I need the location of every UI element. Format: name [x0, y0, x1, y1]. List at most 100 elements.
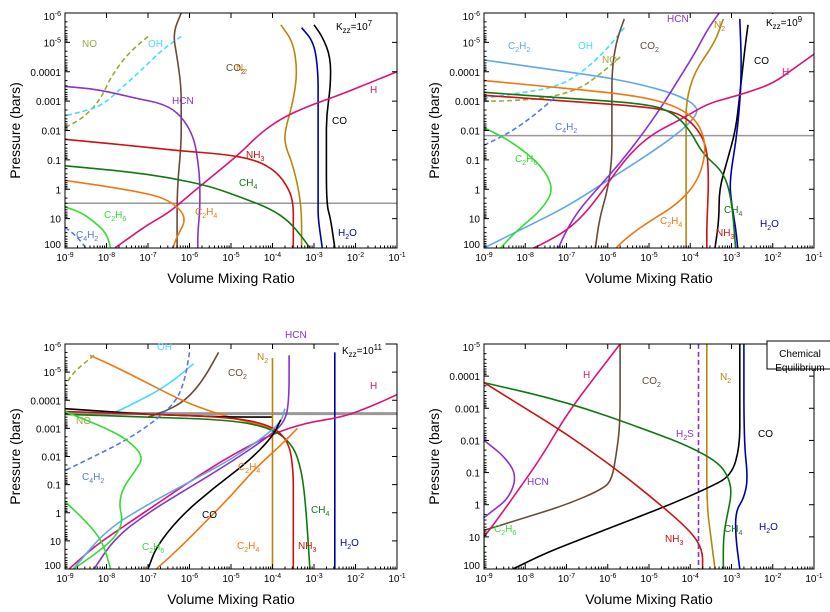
x-tick-label: 10-3 [723, 573, 740, 585]
x-tick-label: 10-3 [305, 573, 322, 585]
y-tick-label: 10-5 [44, 37, 61, 49]
curve-label: H [370, 85, 377, 96]
curve-label: HCN [667, 14, 689, 25]
curve-label: H [583, 370, 590, 381]
x-tick-label: 10-3 [723, 252, 740, 264]
y-tick-label: 0.1 [47, 156, 61, 167]
curve-label: CH4 [239, 178, 257, 191]
curve-label: CO2 [640, 41, 659, 54]
y-tick-label: 0.01 [461, 127, 481, 138]
series-line-c2h4 [155, 427, 298, 569]
series-line-hcn [484, 439, 516, 519]
x-tick-label: 10-4 [264, 573, 281, 585]
series-line-ch4 [484, 381, 732, 569]
series-line-nh3 [65, 138, 295, 248]
y-tick-label: 0.0001 [449, 372, 480, 383]
curve-label: C2H4 [237, 541, 259, 554]
y-tick-label: 0.001 [455, 404, 480, 415]
x-axis-title: Volume Mixing Ratio [585, 270, 713, 286]
curve-label: C2H6 [515, 154, 537, 167]
curve-label: C4H2 [555, 122, 577, 135]
curve-label: N2 [236, 63, 247, 76]
series-line-co [147, 419, 282, 569]
x-tick-label: 10-5 [222, 252, 239, 264]
series-line-n2 [280, 24, 303, 248]
y-axis-title: Pressure (bars) [7, 82, 23, 178]
x-tick-label: 10-2 [764, 252, 781, 264]
series-line-no [65, 354, 95, 387]
x-tick-label: 10-2 [764, 573, 781, 585]
x-tick-label: 10-2 [347, 252, 364, 264]
x-tick-label: 10-8 [517, 573, 534, 585]
y-tick-label: 10 [50, 537, 62, 548]
series-line-ch4 [484, 91, 737, 248]
x-tick-label: 10-4 [264, 252, 281, 264]
curve-label: NO [602, 55, 617, 66]
x-tick-label: 10-4 [682, 573, 699, 585]
curve-label: H [370, 381, 377, 392]
curve-label: CO [332, 116, 347, 127]
series-line-h [484, 344, 621, 538]
series-line-c4h2 [65, 226, 87, 248]
curve-label: CO2 [642, 376, 661, 389]
curve-label: CO [758, 429, 773, 440]
curve-label: OH [157, 342, 172, 353]
series-line-c4h2 [484, 97, 555, 146]
chart-panel-4 [483, 340, 830, 570]
curve-label: C2H4 [660, 216, 682, 229]
y-tick-label: 0.0001 [30, 68, 61, 79]
series-line-n2 [705, 344, 716, 569]
x-tick-label: 10-4 [682, 252, 699, 264]
y-tick-label: 0.001 [455, 97, 480, 108]
y-tick-label: 0.1 [466, 156, 480, 167]
series-line-no [65, 35, 149, 129]
curve-label: H2O [759, 522, 778, 535]
y-tick-label: 1 [55, 509, 61, 520]
y-tick-label: 0.01 [42, 127, 62, 138]
curve-label: NH3 [665, 534, 683, 547]
x-tick-label: 10-5 [640, 573, 657, 585]
curve-label: H2O [338, 228, 357, 241]
series-line-co2 [147, 352, 220, 418]
series-line-h2o [734, 344, 748, 569]
curve-label: CO [754, 56, 769, 67]
y-tick-label: 10-6 [463, 11, 480, 23]
annotation-label: Kzz=109 [766, 15, 803, 31]
x-tick-label: 10-9 [56, 252, 73, 264]
y-tick-label: 10-5 [463, 37, 480, 49]
curve-label: NH3 [716, 228, 734, 241]
x-axis-title: Volume Mixing Ratio [585, 591, 713, 607]
series-line-co [313, 24, 336, 248]
x-tick-label: 10-5 [640, 252, 657, 264]
curve-label: C2H2 [508, 41, 530, 54]
x-tick-label: 10-6 [599, 573, 616, 585]
curve-label: C4H2 [82, 472, 104, 485]
curve-label: CH4 [724, 205, 742, 218]
y-tick-label: 0.001 [36, 97, 61, 108]
curve-label: C2H4 [195, 207, 217, 220]
x-tick-label: 10-3 [305, 252, 322, 264]
series-line-ch4 [65, 413, 311, 569]
series-line-c2h6 [65, 410, 142, 569]
y-tick-label: 100 [44, 240, 61, 251]
series-line-h [533, 53, 814, 248]
x-tick-label: 10-6 [599, 252, 616, 264]
chart-panel-1 [64, 12, 398, 249]
y-tick-label: 100 [463, 561, 480, 572]
x-tick-label: 10-1 [805, 573, 822, 585]
chart-panel-3 [64, 342, 398, 570]
series-line-no [484, 56, 621, 102]
curve-label: CO2 [226, 63, 245, 76]
series-line-c2h6_low [65, 500, 112, 569]
series-line-co [714, 24, 749, 248]
curve-label: OH [148, 39, 163, 50]
x-tick-label: 10-7 [139, 573, 156, 585]
series-line-co [512, 344, 741, 569]
annotation-label: Kzz=1011 [342, 343, 382, 359]
annotation-label: Equilibrium [775, 363, 824, 374]
x-tick-label: 10-2 [347, 573, 364, 585]
x-tick-label: 10-9 [475, 573, 492, 585]
curve-label: C2H6 [494, 524, 516, 537]
y-tick-label: 100 [44, 561, 61, 572]
